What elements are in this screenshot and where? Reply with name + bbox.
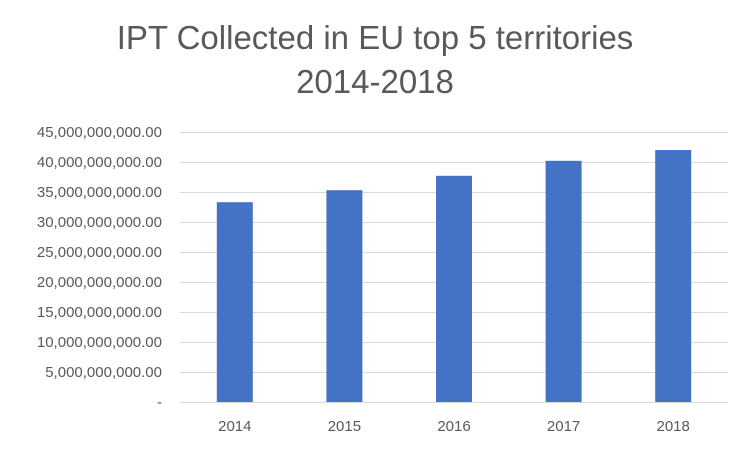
bar-2016 xyxy=(436,175,472,402)
y-tick-label: 40,000,000,000.00 xyxy=(37,154,162,171)
x-tick-label-2018: 2018 xyxy=(657,418,690,435)
x-tick-label-2016: 2016 xyxy=(437,418,470,435)
y-tick-label: 45,000,000,000.00 xyxy=(37,124,162,141)
bar-2018 xyxy=(655,150,692,402)
chart-title-line-1: IPT Collected in EU top 5 territories xyxy=(116,19,634,56)
bar-2015 xyxy=(326,190,363,402)
chart-title-line-2: 2014-2018 xyxy=(296,63,454,100)
y-tick-label: 20,000,000,000.00 xyxy=(37,274,162,291)
bars xyxy=(216,150,692,402)
x-axis-tick-labels: 2014 2015 2016 2017 2018 xyxy=(218,418,690,435)
y-tick-label: 5,000,000,000.00 xyxy=(45,364,162,381)
x-tick-label-2017: 2017 xyxy=(547,418,580,435)
y-tick-label: 25,000,000,000.00 xyxy=(37,244,162,261)
bar-2017 xyxy=(545,160,582,402)
y-tick-label: - xyxy=(157,394,162,411)
y-tick-label: 10,000,000,000.00 xyxy=(37,334,162,351)
x-tick-label-2015: 2015 xyxy=(328,418,361,435)
bar-2014 xyxy=(216,202,253,402)
y-tick-label: 35,000,000,000.00 xyxy=(37,184,162,201)
y-axis-tick-labels: - 5,000,000,000.00 10,000,000,000.00 15,000… xyxy=(37,124,162,411)
x-tick-label-2014: 2014 xyxy=(218,418,251,435)
y-tick-label: 30,000,000,000.00 xyxy=(37,214,162,231)
chart-title: IPT Collected in EU top 5 territories 20… xyxy=(0,16,750,104)
y-tick-label: 15,000,000,000.00 xyxy=(37,304,162,321)
